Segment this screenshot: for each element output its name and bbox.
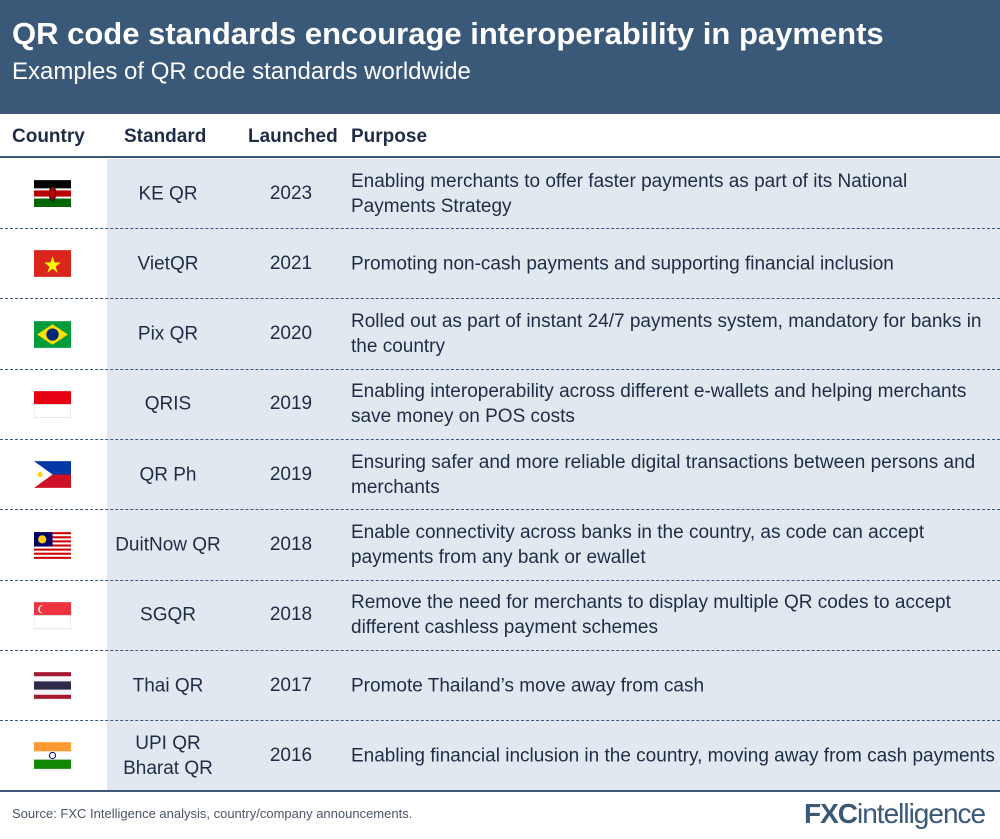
page-subtitle: Examples of QR code standards worldwide	[12, 58, 471, 85]
kenya-flag-icon	[34, 180, 71, 207]
launched-cell: 2017	[269, 674, 313, 696]
india-flag-icon	[34, 742, 71, 770]
purpose-cell: Enabling merchants to offer faster payme…	[351, 170, 908, 217]
column-header-launched: Launched	[248, 126, 338, 147]
launched-cell: 2019	[269, 463, 313, 485]
source-note: Source: FXC Intelligence analysis, count…	[12, 806, 413, 821]
table-row: QR Ph 2019 Ensuring safer and more reliabl…	[0, 440, 1000, 511]
launched-cell: 2020	[269, 323, 313, 345]
launched-cell: 2018	[269, 534, 313, 555]
table-header: Country Standard Launched Purpose	[0, 114, 1000, 158]
table-row: KE QR 2023 Enabling merchants to offer fas…	[0, 159, 1000, 229]
brazil-flag-icon	[34, 320, 71, 348]
header-banner: QR code standards encourage interoperabi…	[0, 0, 1000, 114]
purpose-cell: Promoting non-cash payments and supporti…	[351, 253, 894, 275]
standard-cell: SGQR	[140, 604, 196, 626]
column-header-purpose: Purpose	[351, 126, 428, 147]
standard-cell: KE QR	[138, 183, 198, 204]
singapore-flag-icon	[34, 601, 71, 629]
page-title: QR code standards encourage interoperabi…	[12, 16, 884, 51]
column-header-standard: Standard	[124, 126, 207, 147]
divider	[0, 790, 1000, 792]
standard-cell: Pix QR	[137, 323, 199, 345]
table-row: DuitNow QR 2018 Enable connectivity across…	[0, 511, 1000, 581]
column-header-country: Country	[12, 126, 85, 147]
standard-cell: QRIS	[144, 393, 192, 415]
purpose-cell: Rolled out as part of instant 24/7 payme…	[351, 311, 982, 358]
table-row: VietQR 2021 Promoting non-cash payments an…	[0, 229, 1000, 300]
standard-cell: QR Ph	[139, 464, 197, 486]
vietnam-flag-icon	[34, 250, 71, 278]
purpose-cell: Remove the need for merchants to display…	[351, 592, 951, 639]
launched-cell: 2018	[269, 604, 313, 626]
thailand-flag-icon	[34, 672, 71, 699]
malaysia-flag-icon	[34, 531, 71, 559]
table-row: UPI QR Bharat QR 2016 Enabling financial in…	[0, 721, 1000, 792]
launched-cell: 2016	[269, 744, 313, 766]
table-row: Thai QR 2017 Promote Thailand’s move away …	[0, 651, 1000, 722]
table-body-background	[107, 159, 1000, 791]
purpose-cell: Enabling financial inclusion in the coun…	[351, 745, 995, 767]
fxc-logo: FXCintelligence	[804, 798, 986, 829]
table-row: SGQR 2018 Remove the need for merchants to…	[0, 581, 1000, 651]
launched-cell: 2023	[269, 182, 313, 204]
standard-cell: DuitNow QR	[115, 534, 221, 556]
table-row: QRIS 2019 Enabling interoperability across…	[0, 370, 1000, 440]
purpose-cell: Enable connectivity across banks in the …	[351, 522, 925, 568]
purpose-cell: Ensuring safer and more reliable digital…	[351, 451, 976, 498]
standard-cell: VietQR	[137, 253, 199, 275]
standard-cell: Thai QR	[132, 675, 204, 697]
table-row: Pix QR 2020 Rolled out as part of instant …	[0, 300, 1000, 370]
launched-cell: 2021	[269, 252, 313, 274]
standard-cell: UPI QR Bharat QR	[123, 732, 213, 779]
launched-cell: 2019	[269, 393, 313, 415]
purpose-cell: Enabling interoperability across differe…	[351, 381, 967, 428]
philippines-flag-icon	[34, 461, 71, 489]
purpose-cell: Promote Thailand’s move away from cash	[351, 675, 705, 697]
indonesia-flag-icon	[34, 391, 71, 418]
